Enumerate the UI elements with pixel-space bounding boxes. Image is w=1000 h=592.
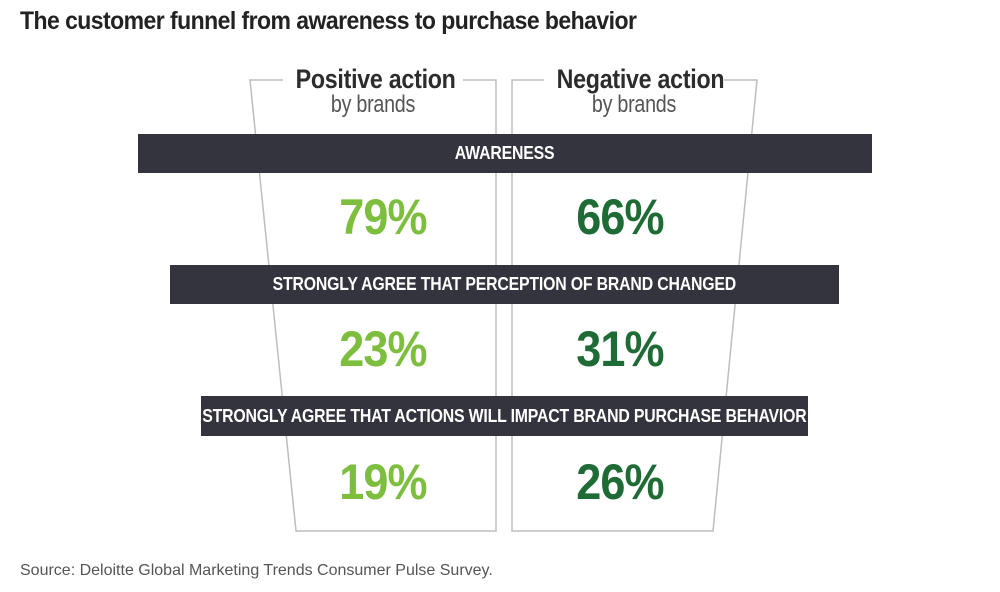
negative-column-title: Negative action <box>556 64 725 94</box>
stage-bar-perception: STRONGLY AGREE THAT PERCEPTION OF BRAND … <box>170 265 839 304</box>
positive-column-subtitle: by brands <box>330 91 416 118</box>
value-label-negative: 66% <box>576 189 664 245</box>
value-label-positive: 19% <box>339 454 427 510</box>
value-label-positive: 79% <box>339 189 427 245</box>
stage-bar-awareness: AWARENESS <box>138 134 872 173</box>
source-note: Source: Deloitte Global Marketing Trends… <box>20 562 493 579</box>
stage-label: AWARENESS <box>455 143 555 163</box>
positive-column-header: Positive action by brands <box>283 66 463 117</box>
stage-label: STRONGLY AGREE THAT ACTIONS WILL IMPACT … <box>202 405 807 426</box>
value-label-negative: 31% <box>576 321 664 377</box>
negative-column-header: Negative action by brands <box>544 64 725 118</box>
value-label-positive: 23% <box>339 321 427 377</box>
negative-column-subtitle: by brands <box>591 91 677 118</box>
stage-bar-purchase: STRONGLY AGREE THAT ACTIONS WILL IMPACT … <box>201 396 808 436</box>
value-label-negative: 26% <box>576 454 664 510</box>
stage-label: STRONGLY AGREE THAT PERCEPTION OF BRAND … <box>272 274 737 294</box>
chart-title: The customer funnel from awareness to pu… <box>20 7 637 35</box>
positive-column-title: Positive action <box>295 64 456 94</box>
